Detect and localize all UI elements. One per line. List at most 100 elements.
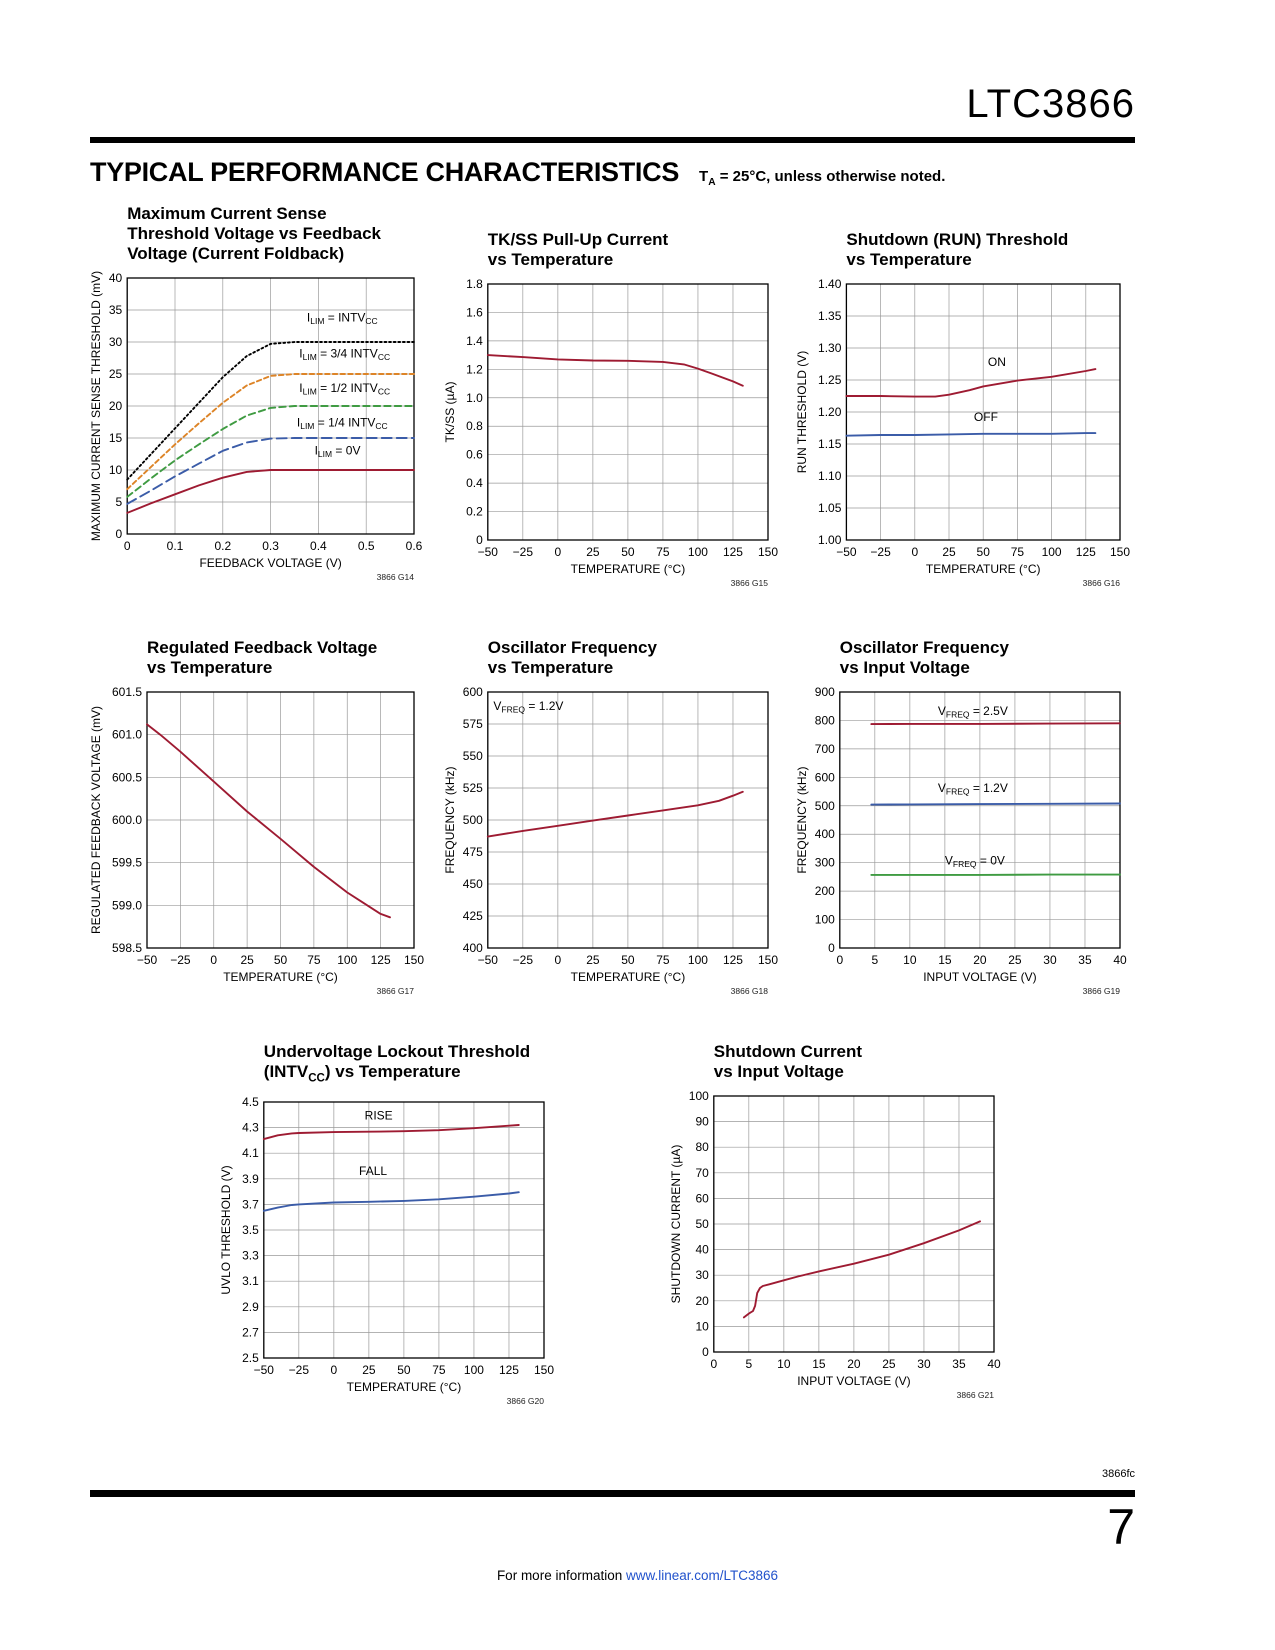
svg-text:0: 0 bbox=[702, 1345, 709, 1359]
chart-title: Shutdown (RUN) Threshold vs Temperature bbox=[846, 230, 1069, 269]
svg-text:150: 150 bbox=[758, 953, 778, 967]
svg-text:30: 30 bbox=[695, 1268, 709, 1282]
svg-text:150: 150 bbox=[1110, 545, 1130, 559]
svg-text:20: 20 bbox=[847, 1357, 861, 1371]
svg-text:100: 100 bbox=[1042, 545, 1062, 559]
section-title: TYPICAL PERFORMANCE CHARACTERISTICS bbox=[90, 157, 680, 187]
svg-text:35: 35 bbox=[1078, 953, 1092, 967]
svg-text:−25: −25 bbox=[870, 545, 891, 559]
svg-text:30: 30 bbox=[109, 335, 123, 349]
svg-text:20: 20 bbox=[109, 399, 123, 413]
svg-text:10: 10 bbox=[695, 1319, 709, 1333]
svg-text:100: 100 bbox=[815, 913, 835, 927]
svg-text:2.5: 2.5 bbox=[242, 1351, 259, 1365]
svg-text:VFREQ = 2.5V: VFREQ = 2.5V bbox=[938, 704, 1008, 720]
svg-text:0.8: 0.8 bbox=[466, 419, 483, 433]
svg-text:FALL: FALL bbox=[359, 1164, 387, 1178]
part-number: LTC3866 bbox=[966, 82, 1135, 126]
svg-text:4.5: 4.5 bbox=[242, 1095, 259, 1109]
svg-text:4.1: 4.1 bbox=[242, 1147, 259, 1161]
svg-text:0.3: 0.3 bbox=[262, 539, 279, 553]
svg-text:TEMPERATURE (°C): TEMPERATURE (°C) bbox=[223, 970, 338, 984]
svg-text:100: 100 bbox=[688, 953, 708, 967]
svg-text:3.5: 3.5 bbox=[242, 1223, 259, 1237]
svg-text:5: 5 bbox=[745, 1357, 752, 1371]
svg-text:0: 0 bbox=[555, 953, 562, 967]
svg-text:0.4: 0.4 bbox=[466, 476, 483, 490]
svg-text:30: 30 bbox=[1043, 953, 1057, 967]
svg-text:10: 10 bbox=[903, 953, 917, 967]
svg-text:0: 0 bbox=[124, 539, 131, 553]
footer-link[interactable]: www.linear.com/LTC3866 bbox=[625, 1568, 779, 1583]
svg-text:3866 G18: 3866 G18 bbox=[731, 986, 769, 996]
svg-text:150: 150 bbox=[758, 545, 778, 559]
svg-text:0: 0 bbox=[828, 941, 835, 955]
svg-text:100: 100 bbox=[464, 1363, 484, 1377]
svg-text:3866 G19: 3866 G19 bbox=[1083, 986, 1121, 996]
svg-text:400: 400 bbox=[463, 941, 483, 955]
svg-text:3.1: 3.1 bbox=[242, 1275, 259, 1289]
svg-text:150: 150 bbox=[534, 1363, 554, 1377]
svg-text:ILIM = 3/4 INTVCC: ILIM = 3/4 INTVCC bbox=[299, 346, 390, 362]
svg-text:3.7: 3.7 bbox=[242, 1198, 259, 1212]
svg-text:0: 0 bbox=[710, 1357, 717, 1371]
svg-text:50: 50 bbox=[621, 953, 635, 967]
svg-text:75: 75 bbox=[656, 545, 670, 559]
svg-text:OFF: OFF bbox=[974, 410, 998, 424]
svg-text:20: 20 bbox=[695, 1294, 709, 1308]
svg-text:−25: −25 bbox=[170, 953, 191, 967]
svg-text:1.2: 1.2 bbox=[466, 362, 483, 376]
svg-text:3866 G17: 3866 G17 bbox=[377, 986, 415, 996]
svg-text:25: 25 bbox=[586, 545, 600, 559]
svg-text:500: 500 bbox=[815, 799, 835, 813]
svg-text:100: 100 bbox=[688, 545, 708, 559]
svg-text:−50: −50 bbox=[478, 545, 499, 559]
svg-text:TEMPERATURE (°C): TEMPERATURE (°C) bbox=[571, 970, 686, 984]
svg-text:25: 25 bbox=[240, 953, 254, 967]
svg-text:FREQUENCY (kHz): FREQUENCY (kHz) bbox=[795, 766, 809, 873]
svg-text:INPUT VOLTAGE (V): INPUT VOLTAGE (V) bbox=[797, 1374, 910, 1388]
section-note: TA = 25°C, unless otherwise noted. bbox=[699, 168, 946, 188]
svg-text:−50: −50 bbox=[254, 1363, 275, 1377]
svg-text:15: 15 bbox=[109, 431, 123, 445]
svg-text:1.6: 1.6 bbox=[466, 305, 483, 319]
svg-text:2.7: 2.7 bbox=[242, 1326, 259, 1340]
svg-text:ILIM = 0V: ILIM = 0V bbox=[315, 444, 361, 460]
svg-text:75: 75 bbox=[432, 1363, 446, 1377]
svg-text:10: 10 bbox=[777, 1357, 791, 1371]
bottom-rule bbox=[90, 1490, 1135, 1497]
svg-text:125: 125 bbox=[371, 953, 391, 967]
svg-text:TEMPERATURE (°C): TEMPERATURE (°C) bbox=[571, 562, 686, 576]
chart-title: Oscillator Frequency vs Input Voltage bbox=[839, 638, 1009, 677]
svg-text:400: 400 bbox=[815, 827, 835, 841]
svg-text:FEEDBACK VOLTAGE (V): FEEDBACK VOLTAGE (V) bbox=[199, 556, 341, 570]
svg-text:125: 125 bbox=[723, 545, 743, 559]
svg-text:25: 25 bbox=[882, 1357, 896, 1371]
svg-text:0: 0 bbox=[836, 953, 843, 967]
svg-text:30: 30 bbox=[917, 1357, 931, 1371]
svg-text:550: 550 bbox=[463, 749, 483, 763]
svg-text:15: 15 bbox=[938, 953, 952, 967]
section-heading: TYPICAL PERFORMANCE CHARACTERISTICS TA =… bbox=[90, 157, 1135, 188]
svg-text:TEMPERATURE (°C): TEMPERATURE (°C) bbox=[347, 1380, 462, 1394]
svg-text:5: 5 bbox=[871, 953, 878, 967]
svg-text:−25: −25 bbox=[289, 1363, 310, 1377]
svg-text:25: 25 bbox=[942, 545, 956, 559]
svg-text:150: 150 bbox=[404, 953, 424, 967]
svg-text:1.20: 1.20 bbox=[818, 405, 842, 419]
svg-text:0.6: 0.6 bbox=[466, 448, 483, 462]
chart-canvas-g14: 0 0.1 0.2 0.3 0.4 0.5 0.6 0 5 10 15 20 25 30 35 40 FEEDB… bbox=[89, 271, 423, 582]
svg-text:0.4: 0.4 bbox=[310, 539, 327, 553]
svg-text:599.0: 599.0 bbox=[112, 898, 142, 912]
chart-canvas-g21: 0 5 10 15 20 25 30 35 40 0 10 20 30 40 50 60 70 80 90 100 IN… bbox=[669, 1089, 1001, 1400]
svg-text:125: 125 bbox=[1076, 545, 1096, 559]
svg-text:0.2: 0.2 bbox=[466, 505, 483, 519]
chart-canvas-g19: 0 5 10 15 20 25 30 35 40010020030040050060070080… bbox=[795, 685, 1127, 996]
svg-text:5: 5 bbox=[116, 495, 123, 509]
svg-text:525: 525 bbox=[463, 781, 483, 795]
svg-text:0: 0 bbox=[210, 953, 217, 967]
svg-text:−25: −25 bbox=[513, 953, 534, 967]
chart-title: Shutdown Current vs Input Voltage bbox=[713, 1042, 863, 1081]
svg-text:50: 50 bbox=[397, 1363, 411, 1377]
